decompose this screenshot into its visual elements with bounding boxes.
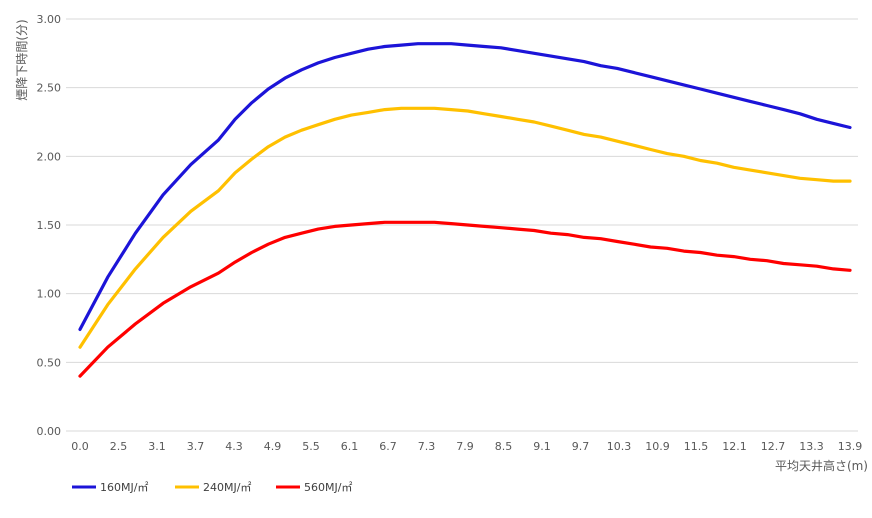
y-tick-label: 3.00 (37, 13, 62, 26)
series-line-2 (78, 106, 852, 349)
series-lines (78, 42, 852, 378)
x-tick-label: 12.1 (722, 440, 747, 453)
legend-label: 160MJ/㎡ (100, 481, 148, 494)
x-tick-label: 3.1 (148, 440, 166, 453)
x-tick-label: 2.5 (110, 440, 128, 453)
y-tick-label: 2.50 (37, 82, 62, 95)
series-line-1 (78, 42, 852, 331)
y-tick-label: 2.00 (37, 150, 62, 163)
x-tick-label: 11.5 (684, 440, 709, 453)
x-tick-label: 9.1 (533, 440, 551, 453)
x-tick-label: 7.9 (456, 440, 474, 453)
y-tick-label: 1.00 (37, 288, 62, 301)
x-tick-label: 6.1 (341, 440, 359, 453)
x-axis-title: 平均天井高さ(m) (775, 458, 868, 473)
legend-item: 160MJ/㎡ (72, 481, 148, 494)
x-tick-label: 6.7 (379, 440, 397, 453)
x-tick-label: 7.3 (418, 440, 436, 453)
legend-item: 240MJ/㎡ (175, 481, 251, 494)
y-tick-label: 1.50 (37, 219, 62, 232)
y-axis-title: 煙降下時間(分) (15, 19, 29, 100)
x-tick-label: 8.5 (495, 440, 513, 453)
x-tick-label: 10.3 (607, 440, 632, 453)
y-tick-labels: 0.00 0.50 1.00 1.50 2.00 2.50 3.00 (37, 13, 62, 438)
legend-label: 240MJ/㎡ (203, 481, 251, 494)
x-tick-label: 9.7 (572, 440, 590, 453)
x-tick-labels: 0.0 2.5 3.1 3.7 4.3 4.9 5.5 6.1 6.7 7.3 7.9 8.5 9.1 9… (71, 440, 862, 453)
y-tick-label: 0.50 (37, 356, 62, 369)
series-line-3 (78, 220, 852, 378)
x-tick-label: 10.9 (645, 440, 670, 453)
legend-label: 560MJ/㎡ (304, 481, 352, 494)
x-tick-label: 4.9 (264, 440, 282, 453)
x-tick-label: 13.9 (838, 440, 863, 453)
x-tick-label: 0.0 (71, 440, 89, 453)
x-tick-label: 5.5 (302, 440, 320, 453)
x-tick-label: 3.7 (187, 440, 205, 453)
legend: 160MJ/㎡ 240MJ/㎡ 560MJ/㎡ (72, 481, 352, 494)
x-tick-label: 13.3 (799, 440, 824, 453)
y-tick-label: 0.00 (37, 425, 62, 438)
x-tick-label: 4.3 (225, 440, 243, 453)
legend-item: 560MJ/㎡ (276, 481, 352, 494)
x-tick-label: 12.7 (761, 440, 786, 453)
